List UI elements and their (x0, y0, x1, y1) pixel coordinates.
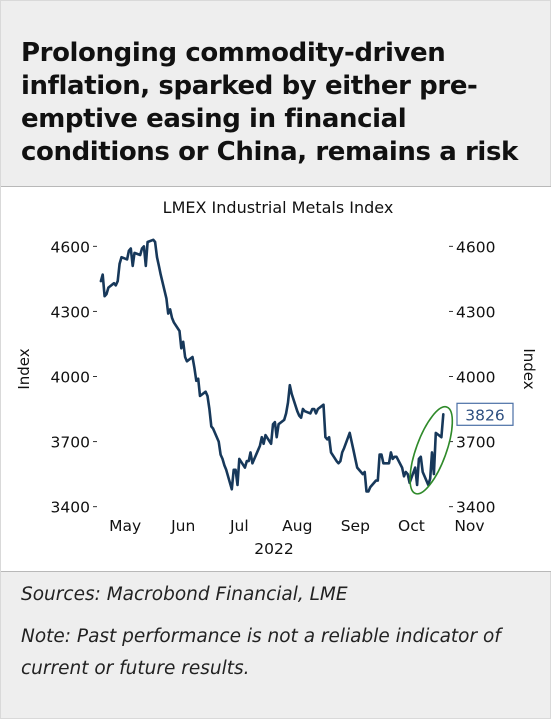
y-tick-label-right: 4600 (456, 238, 495, 256)
chart-title: LMEX Industrial Metals Index (163, 198, 394, 217)
x-tick-label: Jul (229, 517, 249, 535)
y-tick-label-left: 4600 (51, 238, 90, 256)
y-tick-label-left: 4000 (51, 369, 90, 387)
y-tick-label-left: 3700 (51, 434, 90, 452)
y-tick-label-right: 3700 (456, 434, 495, 452)
footer: Sources: Macrobond Financial, LME Note: … (21, 579, 536, 685)
last-value-label: 3826 (465, 406, 504, 424)
x-tick-label: Oct (398, 517, 425, 535)
x-tick-label: Aug (282, 517, 312, 535)
x-axis-year: 2022 (254, 540, 293, 558)
last-value-callout: 3826 (456, 402, 514, 426)
y-tick-label-left: 4300 (51, 303, 90, 321)
headline: Prolonging commodity-driven inflation, s… (21, 38, 518, 167)
sources-text: Sources: Macrobond Financial, LME (21, 584, 348, 605)
x-tick-label: Jun (170, 517, 195, 535)
last-value-box (456, 402, 514, 426)
y-axis-label-right: Index (520, 348, 538, 389)
highlight-ellipse (409, 405, 454, 495)
note-text: Note: Past performance is not a reliable… (21, 626, 501, 679)
y-tick-label-right: 4000 (456, 369, 495, 387)
x-tick-label: Nov (454, 517, 484, 535)
divider-top (1, 186, 551, 187)
y-tick-label-left: 3400 (51, 499, 90, 517)
chart-panel: LMEX Industrial Metals Index 3400 3400 370… (1, 187, 551, 571)
series-line (99, 238, 445, 493)
line-chart: LMEX Industrial Metals Index 3400 3400 370… (15, 198, 538, 558)
divider-bottom (1, 571, 551, 572)
chart-axes: 3400 3400 3700 3700 4000 4000 4300 4300 4600 4600… (51, 238, 496, 535)
x-tick-label: Sep (341, 517, 370, 535)
x-tick-label: May (109, 517, 141, 535)
y-tick-label-right: 3400 (456, 499, 495, 517)
y-tick-label-right: 4300 (456, 303, 495, 321)
y-axis-label-left: Index (15, 348, 33, 389)
